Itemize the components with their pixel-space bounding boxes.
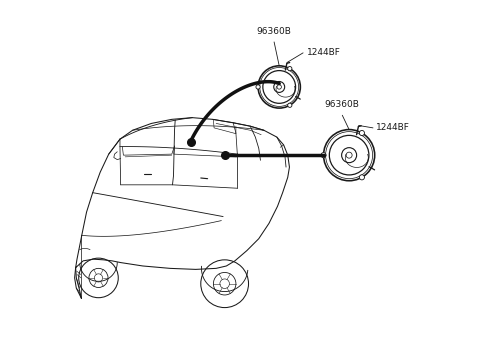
Circle shape [360, 131, 364, 136]
Circle shape [256, 85, 260, 89]
Text: 1244BF: 1244BF [376, 123, 410, 132]
Text: 96360B: 96360B [325, 100, 360, 109]
Circle shape [288, 66, 292, 71]
Circle shape [360, 175, 364, 180]
Text: 96360B: 96360B [257, 27, 291, 36]
Text: 1244BF: 1244BF [307, 48, 340, 57]
Circle shape [321, 152, 326, 158]
Circle shape [288, 103, 292, 107]
